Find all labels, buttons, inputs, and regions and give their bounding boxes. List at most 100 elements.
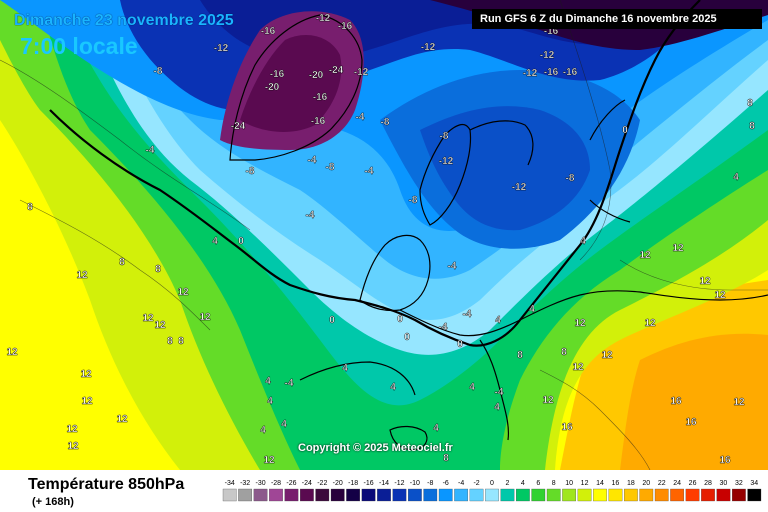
isotherm-label: 4 (580, 236, 586, 247)
scale-tick-label: -28 (271, 480, 281, 487)
isotherm-label: -12 (214, 43, 229, 54)
isotherm-label: 12 (542, 395, 554, 406)
forecast-time: 7:00 locale (20, 33, 138, 59)
scale-swatch (361, 488, 376, 502)
isotherm-label: 12 (81, 396, 93, 407)
scale-tick-label: 4 (521, 480, 525, 487)
isotherm-label: 12 (601, 350, 613, 361)
isotherm-label: 12 (644, 318, 656, 329)
isotherm-label: 12 (639, 250, 651, 261)
isotherm-label: -8 (566, 173, 575, 184)
isotherm-label: -4 (439, 322, 448, 333)
isotherm-label: -12 (540, 50, 555, 61)
variable-title: Température 850hPa (28, 476, 185, 493)
isotherm-labels: -16 -12 -16 -12 -8 -16 -20 -24 -12 -20 -16 -16 -24 -1… (6, 13, 755, 466)
isotherm-label: 8 (561, 347, 567, 358)
isotherm-label: -16 (261, 26, 276, 37)
isotherm-label: 4 (494, 402, 500, 413)
greenland-colder (240, 35, 342, 132)
isotherm-label: -20 (309, 70, 324, 81)
color-scale: -34 -32 -30 -28 -26 -24 -22 -20 -18 -16 -14 -12 -10-… (222, 480, 762, 502)
scale-swatch (654, 488, 669, 502)
isotherm-label: 4 (281, 419, 287, 430)
scale-tick-label: 22 (658, 480, 666, 487)
scale-tick-label: -32 (240, 480, 250, 487)
scale-swatch (546, 488, 561, 502)
isotherm-label: -8 (246, 166, 255, 177)
scale-tick-label: -16 (364, 480, 374, 487)
isotherm-label: 12 (76, 270, 88, 281)
scale-tick-label: 2 (505, 480, 509, 487)
scale-tick-label: 32 (735, 480, 743, 487)
run-info: Run GFS 6 Z du Dimanche 16 novembre 2025 (472, 9, 762, 29)
scale-tick-label: 20 (642, 480, 650, 487)
isotherm-label: 12 (142, 313, 154, 324)
isotherm-label: 16 (685, 417, 697, 428)
scale-swatch (377, 488, 391, 502)
scale-tick-label: -14 (379, 480, 389, 487)
isotherm-label: 4 (212, 236, 218, 247)
isotherm-label: 12 (66, 424, 78, 435)
scale-swatch (515, 488, 530, 502)
isotherm-label: -20 (265, 82, 280, 93)
isotherm-label: 4 (733, 172, 739, 183)
isotherm-label: -16 (544, 67, 559, 78)
isotherm-label: -12 (439, 156, 454, 167)
scale-swatch (716, 488, 731, 502)
isotherm-label: -4 (495, 387, 504, 398)
scale-tick-label: 6 (536, 480, 540, 487)
isotherm-label: 4 (267, 396, 273, 407)
isotherms (0, 0, 768, 470)
isotherm-label: 12 (574, 318, 586, 329)
isotherm-label: -12 (421, 42, 436, 53)
scale-tick-label: 34 (750, 480, 758, 487)
scale-tick-label: -24 (302, 480, 312, 487)
isotherm-label: 8 (443, 453, 449, 464)
isotherm-label: 8 (178, 336, 184, 347)
scale-tick-label: -18 (348, 480, 358, 487)
isotherm-label: -4 (146, 145, 155, 156)
scale-swatch (577, 488, 592, 502)
forecast-date: Dimanche 23 novembre 2025 (14, 12, 234, 29)
copyright: Copyright © 2025 Meteociel.fr (298, 442, 453, 454)
isotherm-label: 0 (622, 125, 628, 136)
isotherm-label: 8 (747, 98, 753, 109)
isotherm-label: -8 (440, 131, 449, 142)
dark-orange-zone (620, 333, 768, 470)
forecast-offset: (+ 168h) (32, 496, 74, 508)
isotherm-label: 12 (699, 276, 711, 287)
scale-swatch (392, 488, 407, 502)
scale-swatch (407, 488, 422, 502)
scale-swatch (330, 488, 345, 502)
scale-swatch (222, 488, 237, 502)
isotherm-label: 12 (67, 441, 79, 452)
scale-swatch (562, 488, 577, 502)
isotherm-label: -12 (354, 67, 369, 78)
isotherm-label: 12 (177, 287, 189, 298)
isotherm-label: -16 (311, 116, 326, 127)
scale-swatch (469, 488, 484, 502)
isotherm-label: -24 (231, 121, 246, 132)
isotherm-label: -4 (356, 112, 365, 123)
scale-tick-label: -20 (333, 480, 343, 487)
isotherm-label: 4 (495, 315, 501, 326)
isotherm-label: 12 (672, 243, 684, 254)
isotherm-label: 4 (265, 376, 271, 387)
scale-swatch (346, 488, 361, 502)
footer: Température 850hPa (+ 168h) -34 -32 -30 -28… (0, 470, 768, 512)
scale-tick-label: 24 (673, 480, 681, 487)
isotherm-label: -16 (338, 21, 353, 32)
isotherm-label: 12 (6, 347, 18, 358)
scale-swatch (670, 488, 685, 502)
isotherm-label: -16 (563, 67, 578, 78)
scale-tick-label: -26 (286, 480, 296, 487)
scale-swatch (623, 488, 638, 502)
isotherm-label: -12 (316, 13, 331, 24)
isotherm-label: 12 (733, 397, 745, 408)
isotherm-label: -16 (270, 69, 285, 80)
scale-tick-label: 26 (689, 480, 697, 487)
scale-swatch (454, 488, 469, 502)
isotherm-label: 12 (572, 362, 584, 373)
isotherm-label: -16 (313, 92, 328, 103)
scale-tick-label: -34 (225, 480, 235, 487)
